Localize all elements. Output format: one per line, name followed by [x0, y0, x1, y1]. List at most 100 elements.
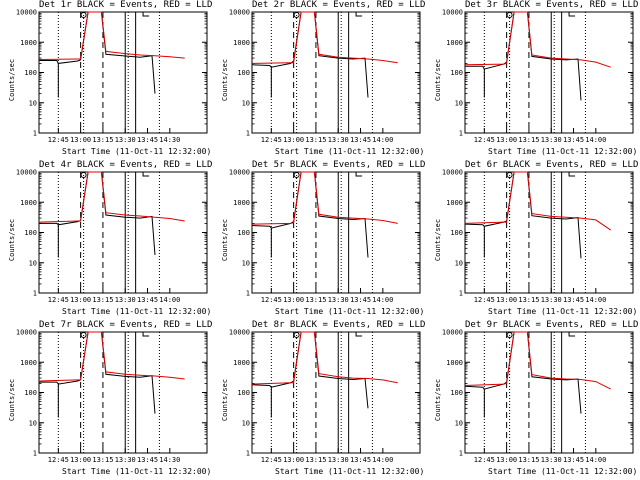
chart-panel: Det 4r BLACK = Events, RED = LLD Counts/s…: [0, 160, 213, 320]
y-tick-label: 10000: [16, 9, 37, 17]
y-tick-label: 1: [246, 290, 250, 298]
x-tick-label: 13:00: [70, 136, 91, 144]
lld-series-line: [251, 171, 398, 225]
x-tick-label: 14:00: [372, 296, 393, 304]
x-tick-label: 13:30: [115, 136, 136, 144]
x-tick-label: 14:00: [585, 456, 606, 464]
plot-frame: [38, 331, 208, 454]
y-tick-label: 10000: [442, 9, 463, 17]
y-tick-label: 1000: [446, 199, 463, 207]
y-tick-label: 1: [246, 450, 250, 458]
y-tick-label: 1000: [446, 359, 463, 367]
x-tick-label: 13:00: [496, 296, 517, 304]
lld-series-line: [38, 11, 185, 60]
chart-panel: Det 8r BLACK = Events, RED = LLD Counts/s…: [213, 320, 426, 480]
x-tick-label: 13:30: [328, 456, 349, 464]
chart-svg: 1 10 100 1000 10000 12:45 13:00 13:15 13:30 13:45…: [229, 169, 421, 304]
top-circle-marker: [506, 12, 513, 18]
y-tick-label: 100: [450, 389, 463, 397]
events-series-line: [39, 11, 156, 94]
lld-series-line: [464, 331, 611, 390]
x-tick-label: 12:45: [48, 456, 69, 464]
x-axis-label: Start Time (11-Oct-11 12:32:00): [275, 147, 425, 156]
lld-series-line: [464, 171, 611, 231]
y-tick-label: 1: [33, 130, 37, 138]
x-tick-label: 13:45: [137, 456, 158, 464]
x-tick-label: 13:15: [305, 296, 326, 304]
y-tick-label: 10: [242, 259, 250, 267]
top-circle-marker: [293, 12, 300, 18]
x-tick-label: 13:30: [115, 456, 136, 464]
top-circle-marker: [293, 172, 300, 178]
events-series-line: [251, 331, 369, 409]
x-axis-label: Start Time (11-Oct-11 12:32:00): [275, 307, 425, 316]
y-tick-label: 10000: [442, 329, 463, 337]
x-tick-label: 13:15: [92, 296, 113, 304]
chart-title: Det 1r BLACK = Events, RED = LLD: [39, 0, 213, 10]
y-tick-label: 10: [29, 259, 37, 267]
x-tick-label: 13:15: [518, 296, 539, 304]
top-circle-marker: [506, 172, 513, 178]
chart-panel: Det 1r BLACK = Events, RED = LLD Counts/s…: [0, 0, 213, 160]
top-circle-marker: [293, 332, 300, 338]
y-tick-label: 1000: [233, 359, 250, 367]
chart-svg: 1 10 100 1000 10000 12:45 13:00 13:15 13:30 13:45…: [16, 329, 208, 464]
top-circle-marker: [80, 172, 87, 178]
top-circle-marker: [80, 332, 87, 338]
events-series-line: [464, 171, 582, 259]
events-series-line: [465, 11, 582, 101]
x-tick-label: 14:00: [159, 296, 180, 304]
chart-panel: Det 5r BLACK = Events, RED = LLD Counts/s…: [213, 160, 426, 320]
x-tick-label: 13:45: [563, 136, 584, 144]
events-series-line: [251, 11, 369, 98]
plot-frame: [38, 11, 208, 134]
y-tick-label: 1: [33, 290, 37, 298]
x-axis-label: Start Time (11-Oct-11 12:32:00): [488, 147, 638, 156]
top-step-marker: [568, 12, 576, 17]
x-axis-label: Start Time (11-Oct-11 12:32:00): [62, 467, 212, 476]
chart-title: Det 3r BLACK = Events, RED = LLD: [465, 0, 639, 10]
x-tick-label: 14:00: [585, 296, 606, 304]
y-tick-label: 1000: [20, 199, 37, 207]
y-tick-label: 100: [450, 229, 463, 237]
top-step-marker: [568, 172, 576, 177]
y-tick-label: 1000: [20, 359, 37, 367]
y-tick-label: 10000: [16, 169, 37, 177]
x-axis-label: Start Time (11-Oct-11 12:32:00): [488, 307, 638, 316]
lld-series-line: [464, 11, 611, 68]
x-tick-label: 14:30: [159, 136, 180, 144]
x-tick-label: 13:30: [541, 456, 562, 464]
chart-svg: 1 10 100 1000 10000 12:45 13:00 13:15 13:30 13:45…: [16, 9, 208, 144]
chart-title: Det 5r BLACK = Events, RED = LLD: [252, 160, 426, 170]
y-tick-label: 100: [237, 69, 250, 77]
y-tick-label: 100: [237, 389, 250, 397]
y-tick-label: 1: [459, 130, 463, 138]
y-tick-label: 100: [24, 229, 37, 237]
lld-series-line: [38, 171, 185, 223]
lld-series-line: [251, 331, 398, 385]
x-tick-label: 13:15: [92, 456, 113, 464]
events-series-line: [39, 171, 156, 256]
x-tick-label: 13:15: [518, 456, 539, 464]
x-tick-label: 14:00: [372, 136, 393, 144]
chart-panel: Det 6r BLACK = Events, RED = LLD Counts/s…: [426, 160, 639, 320]
x-tick-label: 12:45: [48, 136, 69, 144]
x-tick-label: 13:45: [350, 136, 371, 144]
plot-frame: [251, 171, 421, 294]
top-step-marker: [142, 12, 150, 17]
x-tick-label: 13:15: [92, 136, 113, 144]
y-tick-label: 10: [455, 99, 463, 107]
x-tick-label: 12:45: [261, 456, 282, 464]
x-axis-label: Start Time (11-Oct-11 12:32:00): [488, 467, 638, 476]
x-tick-label: 13:45: [137, 296, 158, 304]
x-tick-label: 13:30: [115, 296, 136, 304]
x-tick-label: 13:45: [137, 136, 158, 144]
plot-frame: [464, 331, 634, 454]
y-tick-label: 10: [242, 99, 250, 107]
y-tick-label: 10000: [229, 329, 250, 337]
events-series-line: [251, 171, 369, 258]
chart-title: Det 9r BLACK = Events, RED = LLD: [465, 320, 639, 330]
x-tick-label: 13:00: [283, 296, 304, 304]
x-tick-label: 12:45: [474, 296, 495, 304]
